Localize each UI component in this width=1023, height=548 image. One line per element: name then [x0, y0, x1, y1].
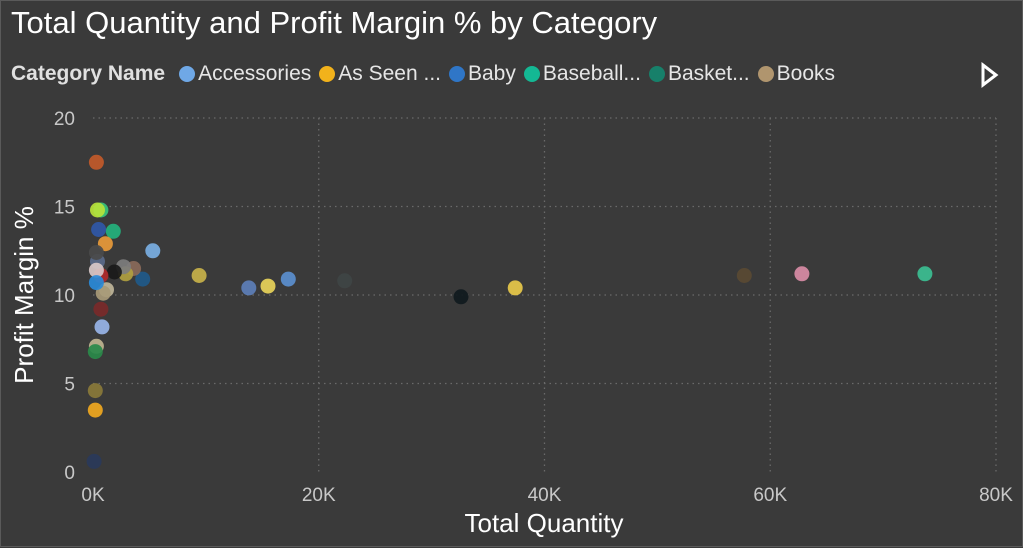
legend-item-baseball[interactable]: Baseball...: [523, 62, 641, 86]
legend-marker: [648, 66, 665, 82]
legend-label: Accessories: [198, 62, 312, 85]
data-point[interactable]: [260, 278, 276, 294]
x-axis-title: Total Quantity: [465, 508, 624, 538]
data-point[interactable]: [145, 243, 161, 259]
data-points: [86, 154, 933, 469]
x-tick-label: 80K: [979, 485, 1013, 506]
y-tick-label: 20: [54, 109, 75, 130]
legend-item-books[interactable]: Books: [757, 62, 836, 86]
legend-marker: [757, 66, 774, 82]
data-point[interactable]: [87, 383, 103, 399]
data-point[interactable]: [87, 402, 103, 418]
x-tick-labels: 0K 20K 40K 60K 80K: [81, 485, 1013, 506]
data-point[interactable]: [280, 271, 296, 287]
legend: Category Name Accessories As Seen ... Ba…: [11, 61, 843, 87]
data-point[interactable]: [917, 266, 933, 282]
legend-next-arrow-icon[interactable]: [978, 61, 1000, 89]
chart-title: Total Quantity and Profit Margin % by Ca…: [11, 5, 658, 40]
data-point[interactable]: [94, 319, 110, 335]
x-tick-label: 0K: [81, 485, 105, 506]
y-tick-label: 15: [54, 198, 75, 219]
x-tick-label: 40K: [528, 485, 562, 506]
legend-label: Baby: [468, 62, 516, 85]
data-point[interactable]: [91, 222, 107, 237]
y-tick-label: 10: [54, 286, 75, 307]
data-point[interactable]: [105, 223, 121, 239]
data-point[interactable]: [736, 268, 752, 283]
legend-item-as-seen[interactable]: As Seen ...: [319, 62, 441, 86]
data-point[interactable]: [794, 266, 810, 282]
y-axis-title: Profit Margin %: [9, 206, 39, 384]
data-point[interactable]: [90, 202, 105, 218]
x-tick-label: 60K: [753, 485, 787, 506]
data-point[interactable]: [87, 344, 103, 360]
legend-item-baby[interactable]: Baby: [449, 62, 516, 86]
data-point[interactable]: [86, 453, 102, 469]
data-point[interactable]: [88, 154, 104, 170]
y-tick-label: 5: [64, 375, 75, 396]
data-point[interactable]: [337, 273, 353, 289]
legend-marker: [523, 66, 540, 82]
data-point[interactable]: [241, 280, 257, 296]
data-point[interactable]: [93, 301, 109, 317]
data-point[interactable]: [88, 245, 104, 260]
data-point[interactable]: [88, 275, 104, 291]
legend-label: Basket...: [667, 62, 750, 85]
legend-item-basket[interactable]: Basket...: [648, 62, 750, 86]
data-point[interactable]: [135, 271, 151, 287]
data-point[interactable]: [106, 264, 122, 280]
legend-title: Category Name: [11, 62, 166, 85]
data-point[interactable]: [507, 280, 523, 296]
legend-marker: [179, 66, 196, 82]
y-tick-labels: 0 5 10 15 20: [54, 109, 75, 484]
x-tick-label: 20K: [302, 485, 336, 506]
legend-label: As Seen ...: [338, 62, 441, 85]
legend-label: Baseball...: [542, 62, 641, 85]
gridlines: [93, 117, 997, 472]
data-point[interactable]: [191, 268, 207, 283]
legend-marker: [449, 66, 465, 82]
data-point[interactable]: [453, 289, 469, 305]
legend-item-accessories[interactable]: Accessories: [179, 62, 311, 86]
data-point[interactable]: [88, 262, 104, 278]
y-tick-label: 0: [64, 463, 75, 484]
legend-marker: [319, 66, 336, 82]
legend-label: Books: [776, 62, 836, 85]
